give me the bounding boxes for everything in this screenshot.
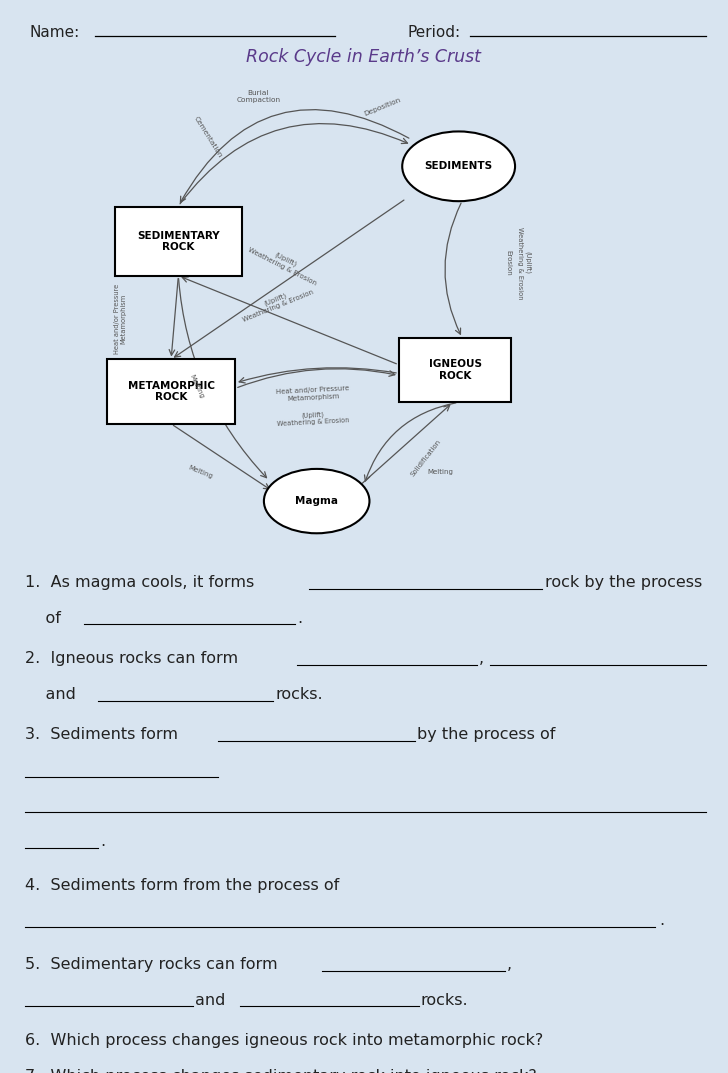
Text: 2.  Igneous rocks can form: 2. Igneous rocks can form [25, 651, 239, 666]
Text: Erosion: Erosion [505, 250, 511, 276]
Text: (Uplift)
Weathering & Erosion: (Uplift) Weathering & Erosion [247, 239, 321, 286]
Text: Burial
Compaction: Burial Compaction [237, 90, 280, 103]
Text: 5.  Sedimentary rocks can form: 5. Sedimentary rocks can form [25, 957, 278, 972]
Text: and: and [195, 993, 226, 1008]
Text: SEDIMENTS: SEDIMENTS [424, 161, 493, 172]
Text: SEDIMENTARY
ROCK: SEDIMENTARY ROCK [137, 231, 220, 252]
Text: 3.  Sediments form: 3. Sediments form [25, 727, 178, 743]
Text: Deposition: Deposition [363, 98, 402, 117]
Text: 4.  Sediments form from the process of: 4. Sediments form from the process of [25, 878, 340, 893]
Text: Rock Cycle in Earth’s Crust: Rock Cycle in Earth’s Crust [247, 48, 481, 67]
Text: .: . [100, 834, 106, 849]
Text: Melting: Melting [189, 373, 205, 399]
Text: of: of [25, 611, 61, 626]
Text: Heat and/or Pressure
Metamorphism: Heat and/or Pressure Metamorphism [114, 283, 127, 354]
Text: (Uplift)
Weathering & Erosion: (Uplift) Weathering & Erosion [239, 282, 314, 323]
Text: rock by the process: rock by the process [545, 575, 702, 590]
Ellipse shape [402, 132, 515, 202]
Text: (Uplift)
Weathering & Erosion: (Uplift) Weathering & Erosion [277, 410, 349, 427]
Text: Magma: Magma [295, 496, 339, 506]
Text: rocks.: rocks. [421, 993, 468, 1008]
Text: Name:: Name: [29, 25, 79, 40]
Text: METAMORPHIC
ROCK: METAMORPHIC ROCK [127, 381, 215, 402]
Text: .: . [659, 913, 664, 928]
Text: 6.  Which process changes igneous rock into metamorphic rock?: 6. Which process changes igneous rock in… [25, 1033, 544, 1048]
Text: IGNEOUS
ROCK: IGNEOUS ROCK [429, 359, 481, 381]
Text: Melting: Melting [427, 469, 454, 475]
Text: rocks.: rocks. [275, 687, 323, 702]
Ellipse shape [264, 469, 370, 533]
Text: Heat and/or Pressure
Metamorphism: Heat and/or Pressure Metamorphism [276, 385, 350, 402]
Text: 1.  As magma cools, it forms: 1. As magma cools, it forms [25, 575, 255, 590]
Text: .: . [297, 611, 302, 626]
FancyBboxPatch shape [108, 359, 234, 424]
Text: ,: , [507, 957, 512, 972]
Text: and: and [25, 687, 76, 702]
Text: Cementation: Cementation [192, 116, 223, 159]
Text: ,: , [479, 651, 484, 666]
FancyBboxPatch shape [115, 206, 242, 276]
Text: (Uplift)
Weathering & Erosion: (Uplift) Weathering & Erosion [518, 226, 531, 299]
Text: Solidification: Solidification [410, 439, 442, 477]
Text: by the process of: by the process of [417, 727, 555, 743]
Text: Period:: Period: [408, 25, 461, 40]
FancyBboxPatch shape [399, 338, 512, 402]
Text: Melting: Melting [187, 465, 213, 480]
Text: 7.  Which process changes sedimentary rock into igneous rock?: 7. Which process changes sedimentary roc… [25, 1069, 537, 1073]
